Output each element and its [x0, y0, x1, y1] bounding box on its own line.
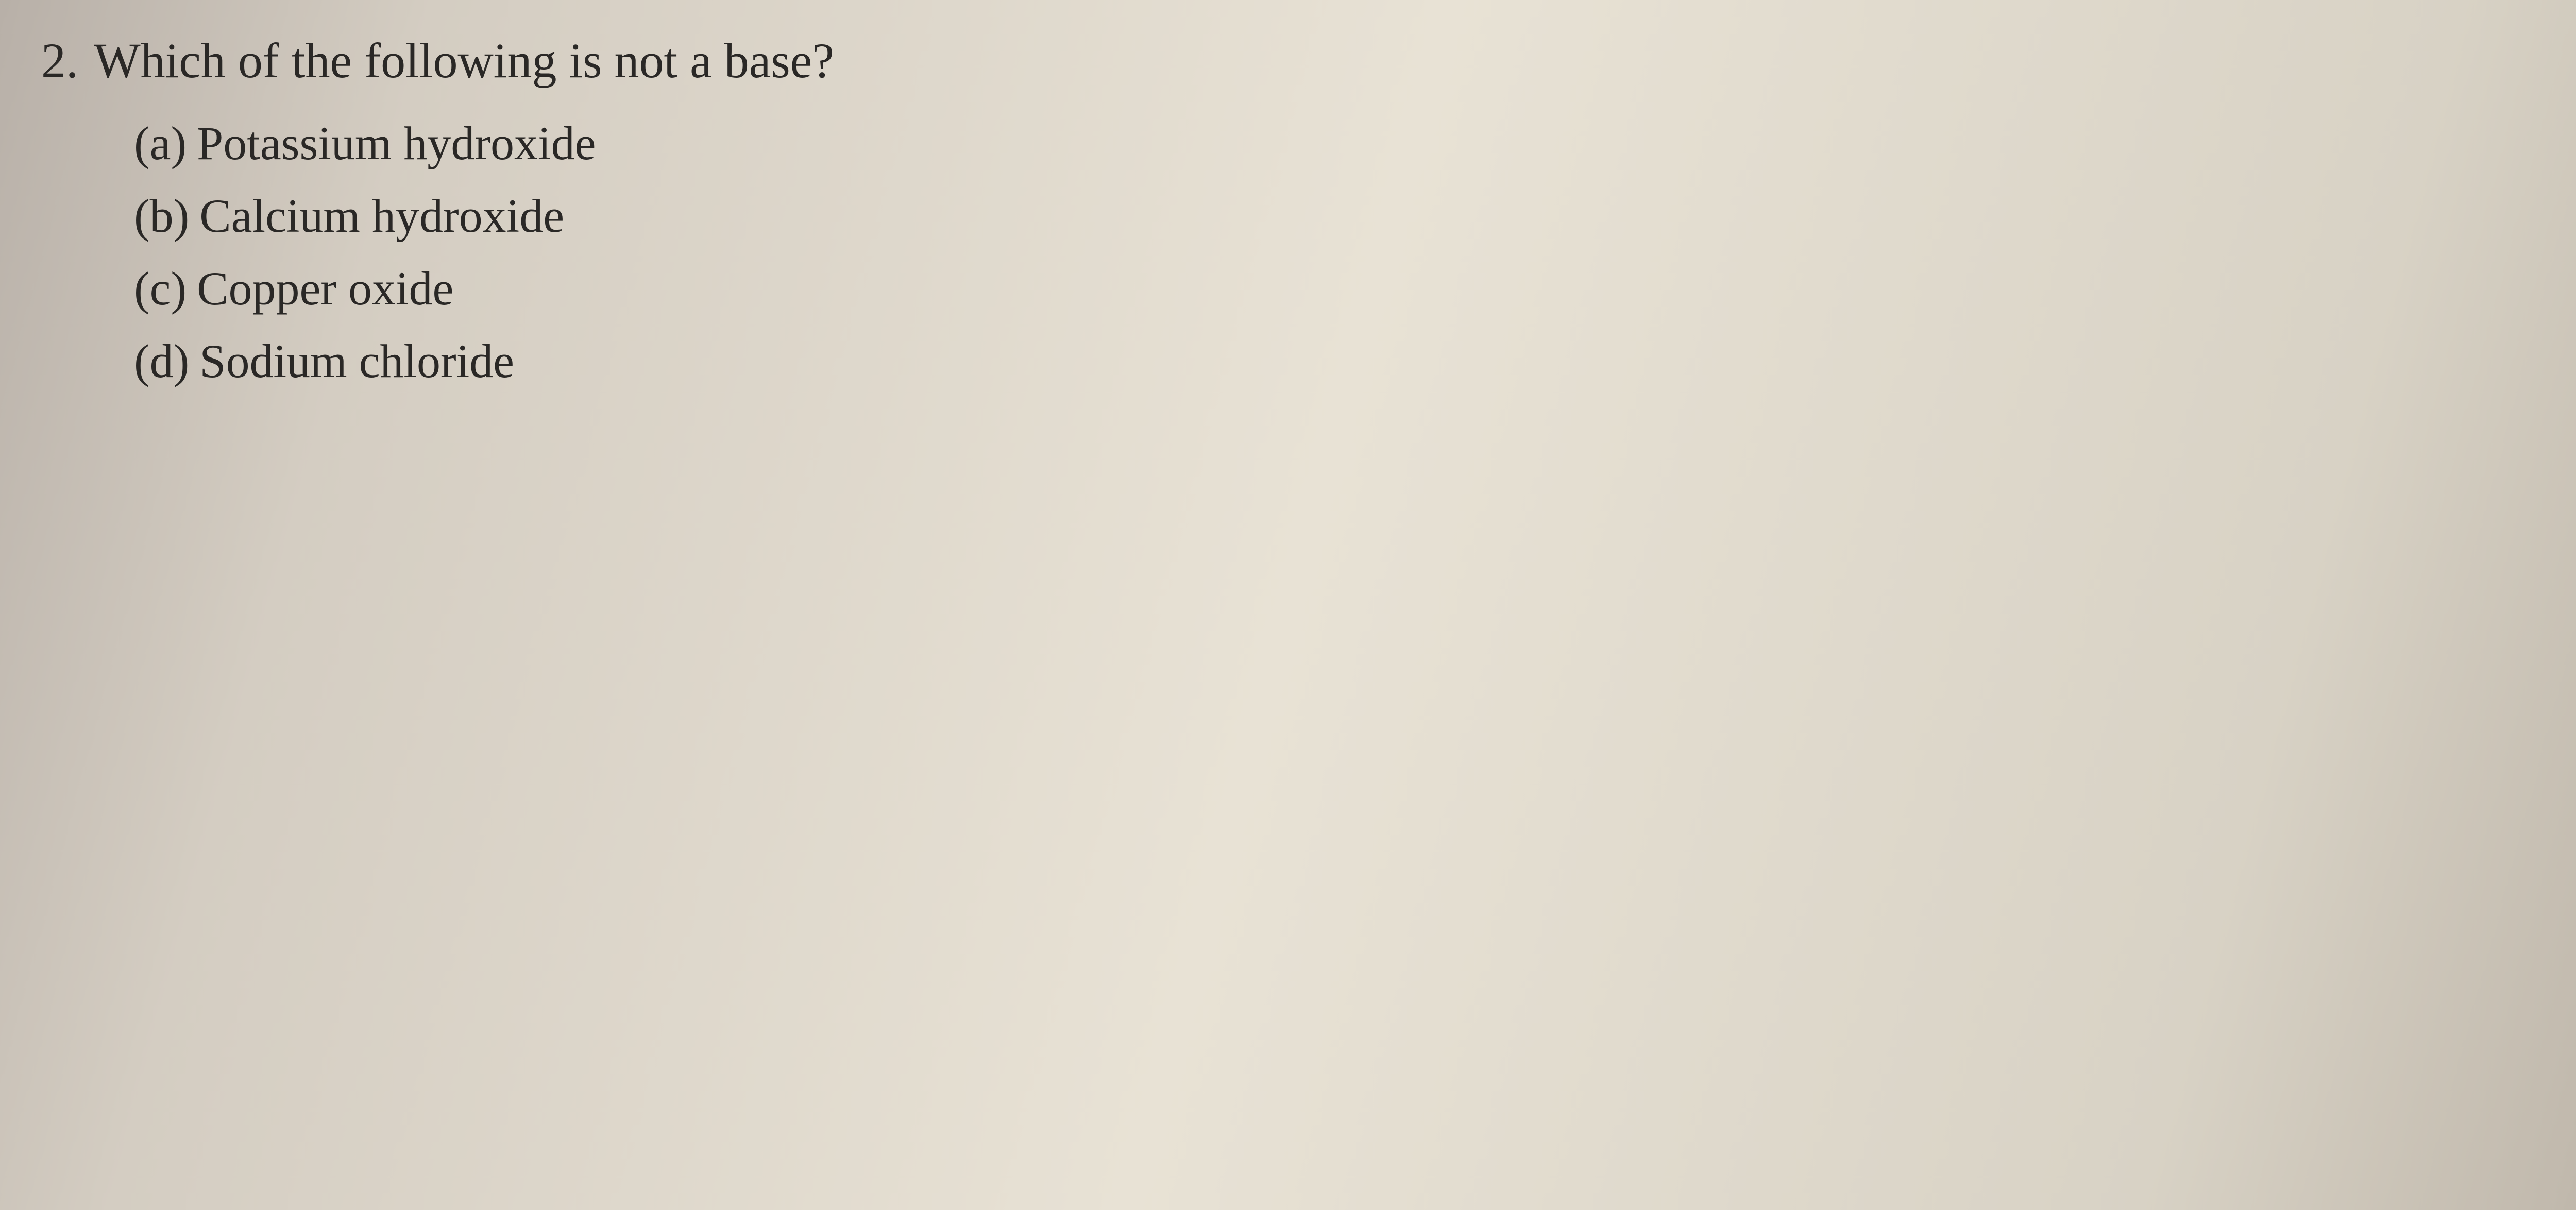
- option-label: (a): [134, 116, 187, 171]
- option-item-a: (a) Potassium hydroxide: [134, 116, 2535, 171]
- option-item-b: (b) Calcium hydroxide: [134, 189, 2535, 243]
- question-container: 2. Which of the following is not a base?…: [41, 31, 2535, 388]
- option-text: Sodium chloride: [199, 334, 514, 388]
- option-label: (c): [134, 261, 187, 316]
- option-text: Copper oxide: [197, 261, 453, 316]
- option-item-d: (d) Sodium chloride: [134, 334, 2535, 388]
- options-list: (a) Potassium hydroxide (b) Calcium hydr…: [41, 116, 2535, 388]
- option-item-c: (c) Copper oxide: [134, 261, 2535, 316]
- question-line: 2. Which of the following is not a base?: [41, 31, 2535, 90]
- question-text: Which of the following is not a base?: [94, 31, 834, 90]
- question-number: 2.: [41, 32, 78, 89]
- option-text: Potassium hydroxide: [197, 116, 596, 171]
- option-label: (b): [134, 189, 189, 243]
- option-text: Calcium hydroxide: [199, 189, 564, 243]
- option-label: (d): [134, 334, 189, 388]
